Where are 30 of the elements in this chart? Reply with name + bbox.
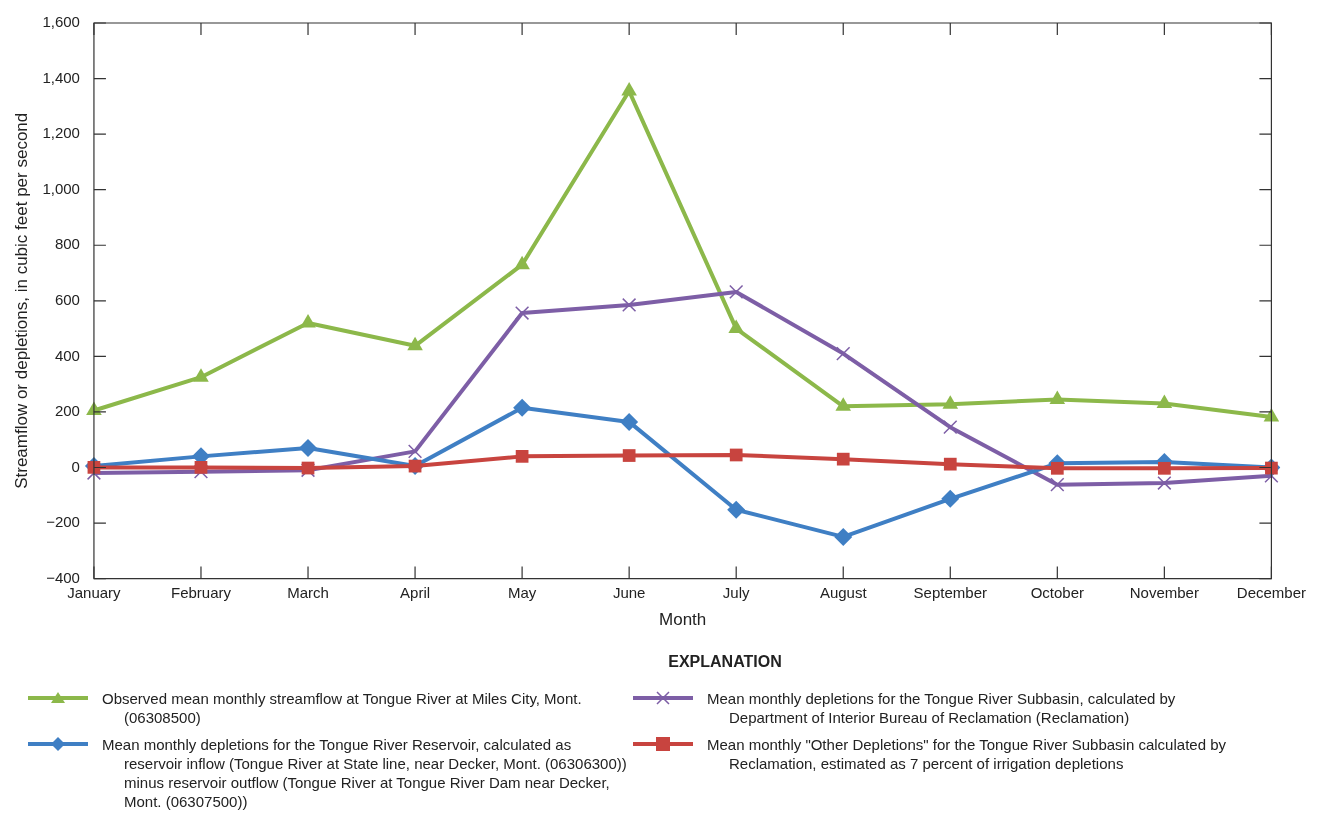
y-tick-label: 1,200 <box>42 124 80 142</box>
y-tick-label: 800 <box>54 235 80 253</box>
legend-title: EXPLANATION <box>667 653 783 671</box>
legend-label: Mean monthly depletions for the Tongue River Reservoir, calculated as reservoir inflow (Tongue River at State line, near Decker, Mont. (06306300)) minus reservoir outflow (Tongue River at Tongue River Dam near Decker, Mont. (06307500)) <box>102 735 628 811</box>
x-tick-label: April <box>400 583 431 601</box>
y-tick-label: 200 <box>54 402 80 420</box>
y-tick-label: 1,400 <box>42 68 80 86</box>
x-tick-label: July <box>722 583 751 601</box>
y-tick-label: 600 <box>54 290 80 308</box>
legend-label: Mean monthly depletions for the Tongue River Subbasin, calculated by Department of Interior Bureau of Reclamation (Reclamation) <box>707 689 1177 727</box>
legend-label: Mean monthly "Other Depletions" for the Tongue River Subbasin calculated by Reclamation, estimated as 7 percent of irrigation depletions <box>707 735 1227 773</box>
y-tick-label: 1,000 <box>42 179 80 197</box>
x-axis-title: Month <box>659 610 707 630</box>
x-tick-label: October <box>1030 583 1084 601</box>
x-tick-label: September <box>913 583 987 601</box>
x-tick-label: August <box>819 583 868 601</box>
x-tick-label: May <box>507 583 537 601</box>
x-tick-label: December <box>1236 583 1307 601</box>
x-tick-label: March <box>287 583 329 601</box>
legend-label: Observed mean monthly streamflow at Tongue River at Miles City, Mont. (06308500) <box>102 689 583 727</box>
x-tick-label: November <box>1129 583 1199 601</box>
x-tick-label: January <box>67 583 122 601</box>
y-axis-title: Streamflow or depletions, in cubic feet per second <box>11 112 31 489</box>
x-tick-label: February <box>170 583 232 601</box>
y-tick-label: 0 <box>71 457 80 475</box>
y-tick-label: −400 <box>46 568 80 586</box>
y-tick-label: 400 <box>54 346 80 364</box>
x-tick-label: June <box>612 583 646 601</box>
y-tick-label: 1,600 <box>42 13 80 31</box>
y-tick-label: −200 <box>46 513 80 531</box>
